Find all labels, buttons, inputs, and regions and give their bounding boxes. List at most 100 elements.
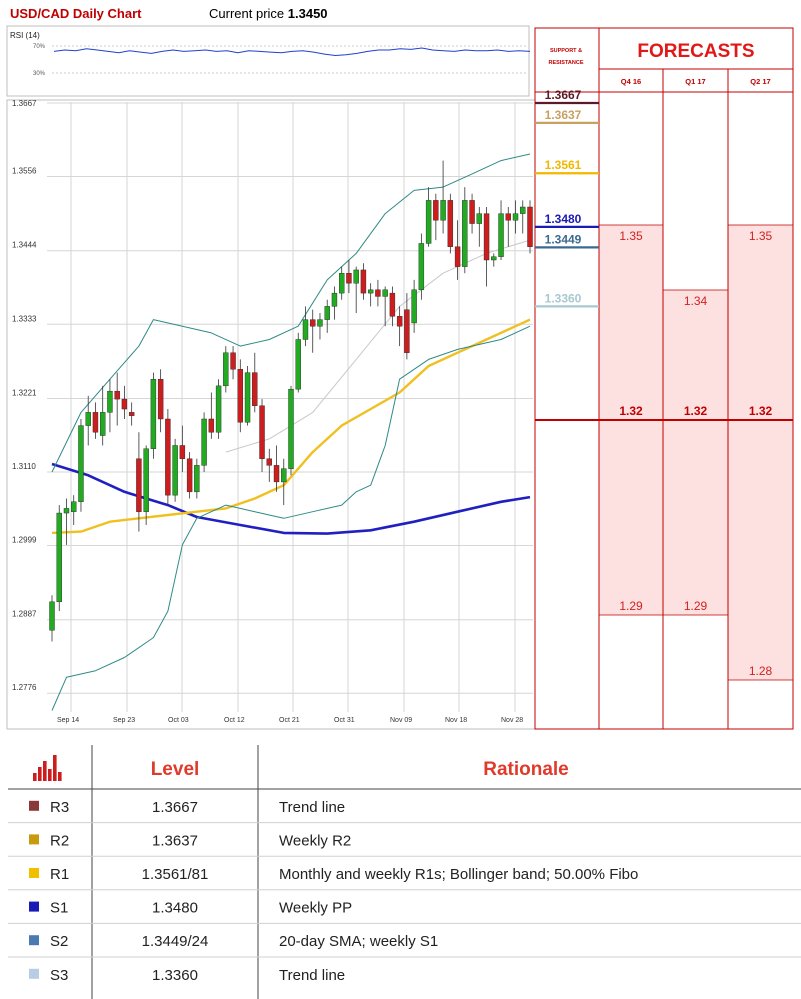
series-sma_mid [51, 318, 531, 535]
series-bb_upper [51, 153, 531, 473]
y-tick-label: 1.2999 [12, 536, 37, 545]
candle-body [259, 405, 265, 459]
forecast-high-value: 1.35 [619, 229, 643, 243]
candle-body [157, 379, 164, 420]
forecast-mid-value: 1.32 [619, 404, 643, 418]
candle-body [360, 269, 367, 294]
candle-body [208, 418, 215, 433]
forecast-frame [534, 27, 794, 730]
level-value: 1.3561/81 [142, 866, 209, 883]
candle-body [505, 213, 511, 221]
x-tick-label: Nov 28 [501, 717, 523, 724]
candle-body [99, 412, 106, 436]
candle-body [201, 418, 207, 466]
candle-body [389, 292, 396, 317]
y-tick-label: 1.3556 [12, 167, 37, 176]
level-color-swatch [29, 968, 39, 979]
series-sma_short [225, 239, 531, 453]
candle-body [194, 465, 200, 493]
current-price: Current price 1.3450 [209, 6, 328, 21]
x-tick-label: Oct 12 [224, 717, 245, 724]
level-value: 1.3637 [152, 832, 198, 849]
candle-body [295, 339, 301, 390]
candle-body [172, 445, 178, 496]
forecasts-title: FORECASTS [637, 41, 754, 62]
candle-body [404, 309, 410, 353]
x-tick-label: Oct 21 [279, 717, 300, 724]
y-tick-label: 1.3667 [12, 99, 37, 108]
icon-bar [48, 769, 52, 781]
x-tick-label: Oct 03 [168, 717, 189, 724]
candle-body [382, 289, 388, 297]
candle-body [331, 292, 338, 307]
icon-bar [53, 755, 57, 781]
forecast-low-value: 1.28 [749, 664, 773, 678]
rsi-panel: RSI (14) 70% 30% [6, 25, 531, 97]
forecast-band [663, 290, 728, 615]
candle-body [310, 319, 316, 327]
y-tick-label: 1.3110 [12, 462, 36, 471]
level-color-swatch [29, 901, 39, 912]
x-tick-label: Nov 09 [390, 717, 412, 724]
candle-body [281, 468, 287, 483]
candle-body [324, 306, 330, 320]
sr-level-label: 1.3360 [545, 291, 582, 305]
candle-body [338, 273, 345, 294]
candle-body [476, 213, 483, 224]
forecast-high-value: 1.35 [749, 229, 773, 243]
table-header-rationale: Rationale [483, 759, 569, 780]
candle-body [375, 289, 381, 297]
level-rationale: Weekly PP [279, 900, 352, 917]
level-rationale: Trend line [279, 799, 345, 816]
candle-body [252, 372, 258, 406]
x-tick-label: Sep 14 [57, 717, 79, 724]
candle-body [237, 369, 244, 423]
forecast-high-value: 1.34 [684, 294, 708, 308]
y-tick-label: 1.2776 [12, 683, 37, 692]
level-rationale: Trend line [279, 967, 345, 984]
levels-table: Level Rationale R3 1.3667 Trend line R2 1.3637… [8, 745, 801, 999]
forecast-panel: FORECASTS SUPPORT & RESISTANCE Q4 16 Q1 17 Q2… [534, 27, 794, 730]
candle-body [317, 319, 323, 327]
level-rationale: 20-day SMA; weekly S1 [279, 933, 438, 950]
candle-body [230, 352, 236, 370]
forecast-low-value: 1.29 [684, 599, 708, 613]
level-value: 1.3667 [152, 799, 198, 816]
candle-body [179, 445, 186, 459]
table-header-level: Level [151, 759, 200, 780]
candle-body [498, 213, 504, 257]
level-rationale: Monthly and weekly R1s; Bollinger band; … [279, 866, 638, 883]
forecast-period: Q2 17 [750, 77, 770, 86]
candle-body [121, 398, 128, 410]
level-color-swatch [29, 800, 39, 811]
candle-body [107, 390, 113, 413]
candle-body [78, 425, 84, 502]
level-name: S3 [50, 967, 68, 984]
series-sma_long [51, 462, 531, 535]
series-bb_lower [51, 325, 531, 711]
level-rationale: Weekly R2 [279, 832, 351, 849]
candle-body [128, 412, 135, 416]
icon-bar [33, 773, 37, 781]
forecast-mid-value: 1.32 [749, 404, 773, 418]
candle-body [165, 418, 171, 496]
rsi-line [53, 47, 531, 57]
candle-body [215, 385, 222, 433]
current-price-label: Current price [209, 6, 285, 21]
candle-body [273, 465, 280, 483]
x-tick-label: Oct 31 [334, 717, 355, 724]
sr-label: RESISTANCE [548, 60, 583, 66]
forecast-period: Q1 17 [685, 77, 705, 86]
candle-body [92, 412, 99, 433]
candle-body [63, 508, 70, 514]
level-value: 1.3449/24 [142, 933, 209, 950]
candle-body [244, 372, 251, 423]
candle-body [56, 512, 62, 603]
icon-bar [58, 772, 62, 781]
rsi-level-30: 30% [33, 71, 46, 77]
candle-body [527, 206, 533, 247]
level-name: S1 [50, 900, 68, 917]
forecast-band [728, 225, 793, 680]
x-tick-label: Sep 23 [113, 717, 135, 724]
